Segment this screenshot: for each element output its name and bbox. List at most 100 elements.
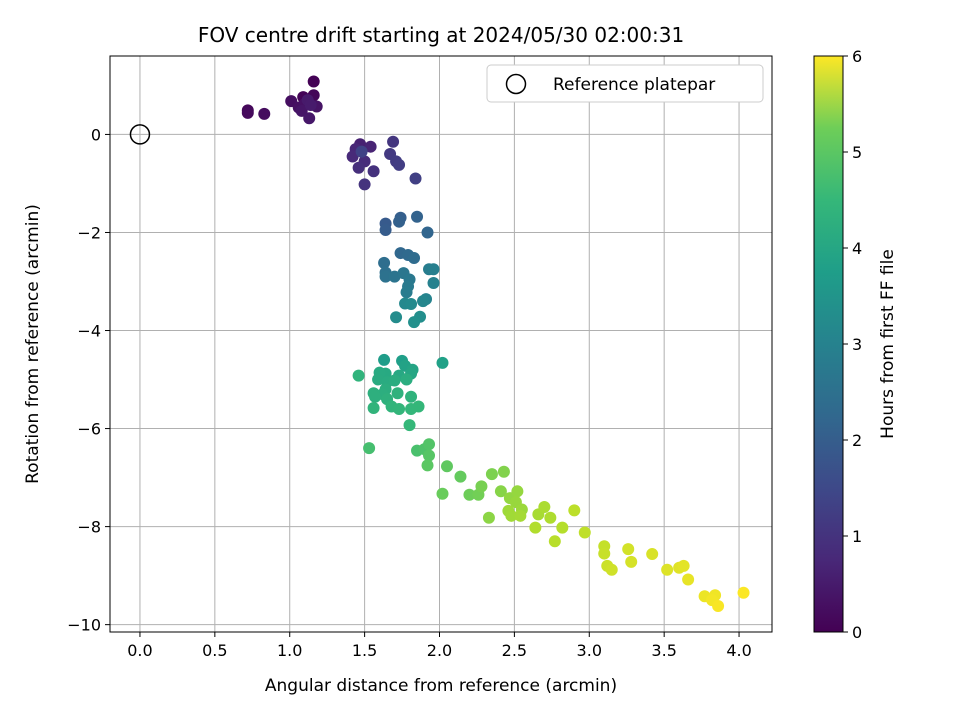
y-tick-label: −10: [67, 616, 101, 635]
scatter-point: [372, 373, 385, 386]
scatter-point: [295, 104, 308, 117]
x-tick-label: 0.0: [127, 641, 152, 660]
y-tick-label: −4: [77, 322, 101, 341]
scatter-point: [436, 356, 449, 369]
scatter-point: [712, 600, 725, 613]
scatter-point: [423, 438, 436, 451]
colorbar-tick-label: 6: [852, 47, 862, 66]
chart-title: FOV centre drift starting at 2024/05/30 …: [198, 23, 684, 47]
scatter-point: [367, 401, 380, 414]
y-tick-label: −6: [77, 420, 101, 439]
scatter-point: [417, 295, 430, 308]
scatter-point: [485, 468, 498, 481]
scatter-point: [387, 135, 400, 148]
scatter-point: [556, 521, 569, 534]
x-tick-label: 2.5: [502, 641, 527, 660]
scatter-point: [241, 106, 254, 119]
scatter-point: [511, 485, 524, 498]
scatter-point: [393, 402, 406, 415]
scatter-point: [427, 276, 440, 289]
scatter-point: [363, 442, 376, 455]
scatter-point: [411, 210, 424, 223]
scatter-point: [390, 311, 403, 324]
scatter-point: [307, 75, 320, 88]
y-axis-label: Rotation from reference (arcmin): [23, 204, 43, 484]
y-tick-label: 0: [91, 125, 101, 144]
scatter-point: [304, 99, 317, 112]
scatter-point: [408, 316, 421, 329]
scatter-point: [598, 547, 611, 560]
scatter-point: [494, 485, 507, 498]
y-axis-ticks: 0 −2 −4 −6 −8 −10: [67, 125, 110, 635]
legend-entry: Reference platepar: [553, 75, 715, 95]
scatter-point: [400, 373, 413, 386]
x-tick-label: 3.5: [651, 641, 676, 660]
scatter-point: [378, 353, 391, 366]
scatter-point: [400, 286, 413, 299]
scatter-point: [369, 390, 382, 403]
scatter-point: [355, 145, 368, 158]
x-axis-label: Angular distance from reference (arcmin): [265, 676, 617, 696]
y-tick-label: −8: [77, 518, 101, 537]
x-tick-label: 4.0: [726, 641, 751, 660]
scatter-point: [682, 573, 695, 586]
x-tick-label: 3.0: [577, 641, 602, 660]
colorbar-tick-label: 3: [852, 335, 862, 354]
data-points: [241, 75, 750, 613]
scatter-point: [405, 390, 418, 403]
scatter-point: [403, 419, 416, 432]
scatter-point: [497, 465, 510, 478]
y-tick-label: −2: [77, 223, 101, 242]
x-tick-label: 1.5: [352, 641, 377, 660]
scatter-point: [379, 224, 392, 237]
scatter-point: [352, 369, 365, 382]
scatter-point: [463, 488, 476, 501]
scatter-point: [737, 586, 750, 599]
x-tick-label: 2.0: [427, 641, 452, 660]
scatter-point: [303, 112, 316, 125]
scatter-point: [352, 161, 365, 174]
scatter-point: [544, 511, 557, 524]
scatter-point: [427, 263, 440, 276]
legend: Reference platepar: [486, 64, 764, 103]
scatter-point: [514, 509, 527, 522]
scatter-point: [622, 543, 635, 556]
colorbar-tick-label: 2: [852, 431, 862, 450]
scatter-point: [409, 172, 422, 185]
scatter-point: [421, 226, 434, 239]
scatter-point: [578, 526, 591, 539]
scatter-point: [358, 178, 371, 191]
reference-platepar-marker: [129, 124, 151, 145]
colorbar-tick-label: 1: [852, 527, 862, 546]
scatter-point: [412, 400, 425, 413]
plot-frame: [109, 55, 773, 633]
scatter-point: [421, 459, 434, 472]
scatter-point: [378, 256, 391, 269]
scatter-point: [346, 150, 359, 163]
grid: [110, 56, 772, 632]
scatter-point: [677, 559, 690, 572]
colorbar-tick-label: 0: [852, 623, 862, 642]
scatter-point: [475, 480, 488, 493]
scatter-point: [393, 158, 406, 171]
scatter-point: [568, 504, 581, 517]
legend-marker: [505, 73, 527, 95]
scatter-point: [405, 298, 418, 311]
scatter-point: [440, 460, 453, 473]
colorbar-gradient: [813, 55, 844, 633]
x-tick-label: 0.5: [202, 641, 227, 660]
x-tick-label: 1.0: [277, 641, 302, 660]
scatter-point: [529, 521, 542, 534]
scatter-point: [364, 140, 377, 153]
scatter-point: [388, 374, 401, 387]
scatter-point: [379, 270, 392, 283]
colorbar-tick-label: 4: [852, 239, 862, 258]
x-axis-ticks: 0.0 0.5 1.0 1.5 2.0 2.5 3.0 3.5 4.0: [127, 632, 752, 660]
colorbar-label: Hours from first FF file: [878, 249, 898, 439]
scatter-point: [548, 535, 561, 548]
scatter-point: [423, 449, 436, 462]
scatter-point: [436, 487, 449, 500]
colorbar: 0 1 2 3 4 5 6 Hours from first FF file: [813, 47, 898, 642]
scatter-point: [454, 470, 467, 483]
